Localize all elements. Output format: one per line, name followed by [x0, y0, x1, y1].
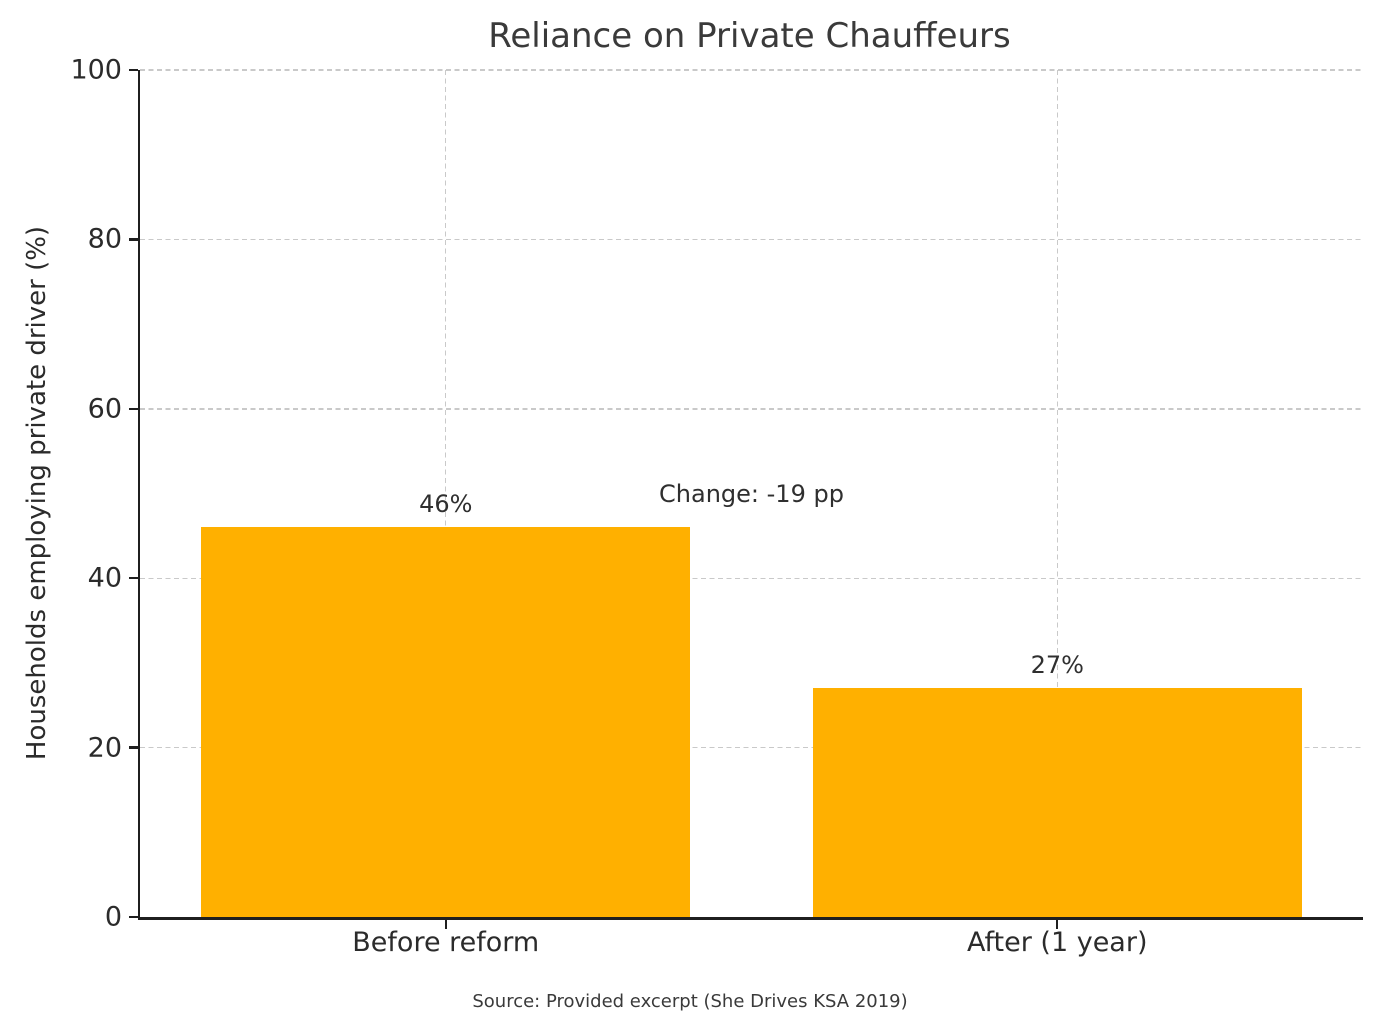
y-tick-label: 40: [87, 562, 122, 594]
y-axis-tick: [129, 238, 138, 241]
change-annotation: Change: -19 pp: [659, 479, 844, 508]
gridline-horizontal: [140, 238, 1363, 241]
gridline-horizontal: [140, 577, 1363, 579]
gridline-horizontal: [140, 746, 1363, 749]
bar-after-1-year: [812, 688, 1302, 917]
y-axis-label: Households employing private driver (%): [22, 225, 52, 761]
y-axis-tick: [129, 407, 138, 410]
y-axis-tick: [129, 915, 138, 919]
y-axis-tick: [129, 68, 138, 72]
y-tick-label: 0: [104, 901, 122, 933]
y-axis-tick: [129, 746, 138, 749]
y-tick-label: 60: [87, 393, 122, 425]
y-tick-label: 20: [87, 732, 122, 764]
y-tick-label: 100: [70, 54, 122, 86]
bar-value-label: 27%: [1030, 651, 1084, 680]
gridline-vertical: [1056, 70, 1058, 917]
x-tick-label: After (1 year): [967, 927, 1148, 958]
source-caption: Source: Provided excerpt (She Drives KSA…: [472, 991, 908, 1012]
x-axis-tick: [444, 920, 447, 929]
y-axis-tick: [129, 577, 138, 580]
y-tick-label: 80: [87, 223, 122, 255]
gridline-horizontal: [140, 408, 1363, 410]
bar-value-label: 46%: [419, 490, 473, 519]
bar-before-reform: [201, 527, 691, 917]
chart-title: Reliance on Private Chauffeurs: [488, 16, 1011, 56]
x-axis-tick: [1056, 920, 1059, 929]
x-tick-label: Before reform: [352, 927, 540, 958]
plot-area: 46% 27% 0 20 40 60 80 100 Before reform After (1…: [70, 55, 1363, 958]
gridline-horizontal: [140, 69, 1363, 71]
gridline-vertical: [445, 70, 447, 917]
